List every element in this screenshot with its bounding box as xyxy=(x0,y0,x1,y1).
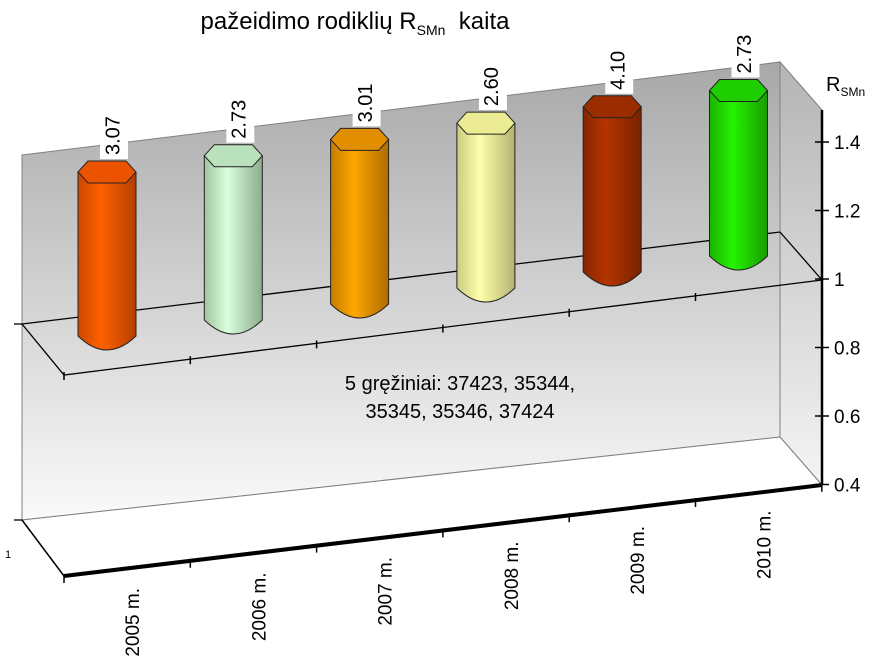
value-label-bg xyxy=(352,82,381,127)
bar-body xyxy=(203,155,263,335)
bar-top xyxy=(203,144,263,168)
bar-body xyxy=(582,106,642,287)
value-label: 3.01 xyxy=(355,83,377,122)
depth-axis-line xyxy=(21,519,65,577)
bar-3: 3.01 xyxy=(329,82,390,319)
y-axis-label: RSMn xyxy=(826,74,866,99)
annotation-line-2: 35345, 35346, 37424 xyxy=(365,401,555,423)
x-axis-ticks xyxy=(63,482,823,583)
y-tick-label: 1.2 xyxy=(834,202,860,223)
bar-5: 4.10 xyxy=(582,49,642,287)
y-axis-ticks: 1.4 1.2 1 0.8 0.6 0.4 xyxy=(815,133,861,497)
x-tick-label: 2006 m. xyxy=(249,573,270,642)
bar-series: 3.07 2.73 3.01 2.60 4.10 2.73 xyxy=(77,33,769,351)
value-label-bg xyxy=(226,98,255,143)
value-label: 2.73 xyxy=(229,100,251,139)
bar-top xyxy=(582,95,642,119)
value-label-bg xyxy=(605,49,634,94)
y-tick-label: 0.8 xyxy=(834,339,860,360)
value-label: 2.73 xyxy=(734,35,756,74)
value-label: 2.60 xyxy=(481,67,503,106)
value-label-bg xyxy=(100,115,128,159)
x-tick-label: 2007 m. xyxy=(376,557,397,626)
value-label: 4.10 xyxy=(607,51,629,90)
bar-body xyxy=(456,122,516,303)
y-tick-label: 1 xyxy=(834,270,845,291)
x-axis-labels: 2005 m. 2006 m. 2007 m. 2008 m. 2009 m. 2010 … xyxy=(123,511,776,657)
x-tick-label: 2010 m. xyxy=(755,511,776,580)
x-tick-label: 2009 m. xyxy=(628,526,649,595)
annotation-line-1: 5 gręžiniai: 37423, 35344, xyxy=(344,373,576,395)
y-tick-label: 0.4 xyxy=(834,476,861,497)
chart-title: pažeidimo rodiklių RSMn kaita xyxy=(200,8,510,38)
bar-6: 2.73 xyxy=(708,33,769,271)
y-tick-label: 1.4 xyxy=(834,133,861,154)
bar-2: 2.73 xyxy=(203,98,263,335)
depth-axis-label: 1 xyxy=(5,549,11,561)
value-label-bg xyxy=(731,33,760,78)
y-tick-label: 0.6 xyxy=(834,407,860,428)
bar-body xyxy=(77,171,137,351)
bar-body xyxy=(330,138,390,319)
bar-top xyxy=(456,111,516,135)
value-label-bg xyxy=(478,66,507,111)
bar-top xyxy=(329,127,390,151)
bar-body xyxy=(709,90,768,271)
bar-top xyxy=(708,79,769,102)
x-tick-label: 2008 m. xyxy=(502,542,523,611)
bar-top xyxy=(77,160,137,184)
chart-annotation: 5 gręžiniai: 37423, 35344, 35345, 35346,… xyxy=(300,370,620,426)
x-tick-label: 2005 m. xyxy=(123,588,144,657)
value-label: 3.07 xyxy=(102,116,124,155)
bar-1: 3.07 xyxy=(77,115,137,351)
bar-4: 2.60 xyxy=(456,66,516,303)
